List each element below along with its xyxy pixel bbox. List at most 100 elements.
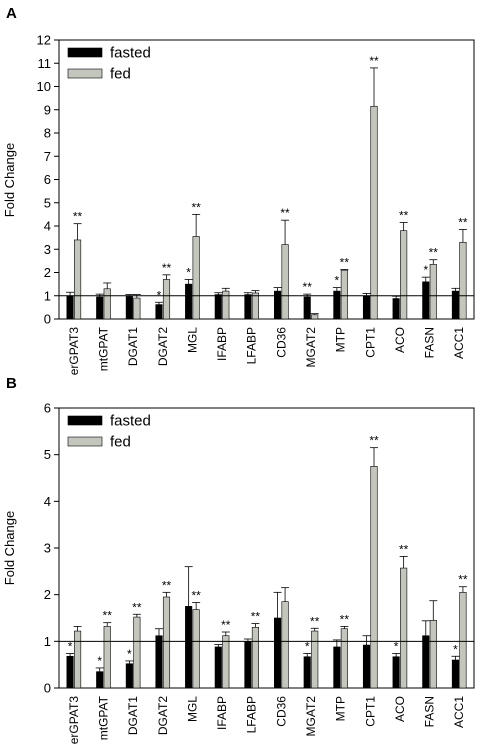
bar-fed <box>281 601 289 689</box>
x-tick-label: MGAT2 <box>304 327 318 368</box>
x-tick-label: DGAT1 <box>126 696 140 735</box>
bar-fasted <box>303 656 311 689</box>
y-axis-label: Fold Change <box>2 511 17 585</box>
legend-swatch-fasted <box>67 415 103 426</box>
significance-mark: ** <box>340 255 350 269</box>
x-tick-label: IFABP <box>215 696 229 730</box>
significance-mark: * <box>97 654 102 668</box>
bar-fasted <box>392 298 400 320</box>
y-tick-label: 5 <box>44 195 51 210</box>
bar-fasted <box>244 294 252 320</box>
x-tick-label: DGAT2 <box>156 327 170 366</box>
bar-fed <box>133 616 141 689</box>
y-tick-label: 10 <box>37 79 51 94</box>
y-tick-label: 3 <box>44 541 51 556</box>
significance-mark: * <box>186 265 191 279</box>
bar-fed <box>370 105 378 320</box>
bar-fasted <box>185 606 193 689</box>
bar-fasted <box>214 646 222 689</box>
significance-mark: * <box>335 274 340 288</box>
y-tick-label: 5 <box>44 447 51 462</box>
bar-fasted <box>66 295 74 320</box>
significance-mark: ** <box>369 54 379 68</box>
significance-mark: ** <box>251 610 261 624</box>
significance-mark: * <box>394 639 399 653</box>
x-tick-label: mtGPAT <box>96 695 110 740</box>
significance-mark: ** <box>310 614 320 628</box>
bar-fed <box>370 466 378 689</box>
bar-fed <box>222 635 230 689</box>
bar-fed <box>311 630 319 689</box>
significance-mark: ** <box>280 206 290 220</box>
legend-swatch-fed <box>67 68 103 79</box>
bar-fasted <box>96 296 104 320</box>
significance-mark: ** <box>162 578 172 592</box>
y-tick-label: 6 <box>44 401 51 416</box>
significance-mark: ** <box>399 542 409 556</box>
significance-mark: ** <box>162 261 172 275</box>
significance-mark: ** <box>191 589 201 603</box>
significance-mark: ** <box>458 215 468 229</box>
bar-fasted <box>185 283 193 320</box>
significance-mark: ** <box>429 246 439 260</box>
y-tick-label: 9 <box>44 102 51 117</box>
significance-mark: ** <box>191 200 201 214</box>
x-tick-label: LFABP <box>245 327 259 364</box>
y-tick-label: 4 <box>44 219 51 234</box>
significance-mark: ** <box>132 600 142 614</box>
legend-label-fed: fed <box>110 66 131 83</box>
bar-fed <box>103 288 111 320</box>
panel-label: A <box>6 5 17 22</box>
panel-label: B <box>6 375 17 392</box>
bar-fed <box>103 626 111 689</box>
bar-fed <box>251 627 259 689</box>
bar-fed <box>340 628 348 689</box>
y-tick-label: 0 <box>44 312 51 327</box>
x-tick-label: DGAT2 <box>156 696 170 735</box>
bar-fasted <box>333 646 341 689</box>
x-tick-label: IFABP <box>215 327 229 361</box>
y-tick-label: 12 <box>37 33 51 48</box>
bar-fed <box>429 264 437 320</box>
significance-mark: ** <box>221 618 231 632</box>
bar-fasted <box>66 655 74 689</box>
y-tick-label: 3 <box>44 242 51 257</box>
y-tick-label: 7 <box>44 149 51 164</box>
significance-mark: ** <box>458 573 468 587</box>
x-tick-label: CPT1 <box>363 327 377 358</box>
bar-fasted <box>155 635 163 689</box>
x-tick-label: FASN <box>423 327 437 358</box>
significance-mark: ** <box>73 210 83 224</box>
y-tick-label: 6 <box>44 172 51 187</box>
significance-mark: ** <box>103 609 113 623</box>
significance-mark: * <box>127 647 132 661</box>
significance-mark: ** <box>369 434 379 448</box>
x-tick-label: CD36 <box>274 696 288 727</box>
significance-mark: * <box>68 639 73 653</box>
bar-fed <box>340 269 348 320</box>
bar-fed <box>459 241 467 320</box>
bar-fed <box>162 596 171 689</box>
x-tick-label: mtGPAT <box>96 326 110 371</box>
bar-fed <box>459 592 467 689</box>
bar-fed <box>311 314 319 320</box>
bar-fed <box>74 239 82 320</box>
significance-mark: * <box>453 642 458 656</box>
x-tick-label: CPT1 <box>363 696 377 727</box>
bar-fasted <box>362 295 371 320</box>
y-tick-label: 1 <box>44 288 51 303</box>
significance-mark: ** <box>340 612 350 626</box>
bar-fasted <box>155 304 163 320</box>
bar-fasted <box>451 659 459 689</box>
bar-fasted <box>214 294 222 320</box>
bar-fed <box>192 609 200 689</box>
bar-fasted <box>125 663 133 689</box>
y-tick-label: 2 <box>44 587 51 602</box>
bar-fed <box>192 236 200 320</box>
y-tick-label: 0 <box>44 681 51 696</box>
y-tick-label: 2 <box>44 265 51 280</box>
bar-fasted <box>392 656 400 689</box>
x-tick-label: MGAT2 <box>304 696 318 737</box>
legend-label-fasted: fasted <box>110 45 151 62</box>
